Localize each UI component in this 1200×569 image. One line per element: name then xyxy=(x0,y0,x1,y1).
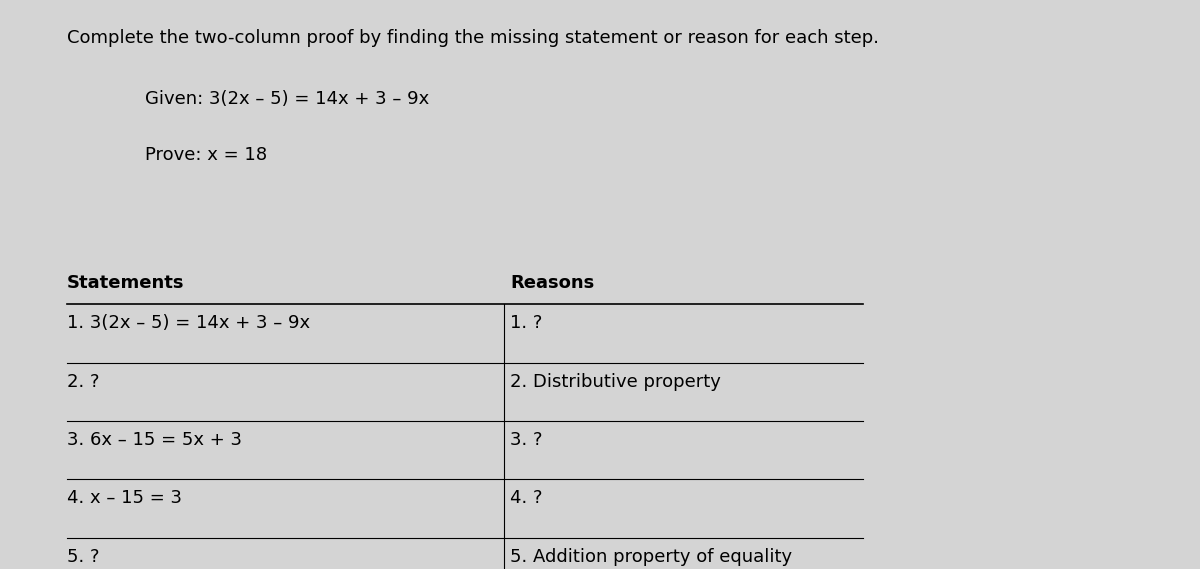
Text: Statements: Statements xyxy=(67,274,185,292)
Text: 4. x – 15 = 3: 4. x – 15 = 3 xyxy=(67,489,182,508)
Text: 5. ?: 5. ? xyxy=(67,547,100,566)
Text: 3. ?: 3. ? xyxy=(510,431,542,449)
Text: 5. Addition property of equality: 5. Addition property of equality xyxy=(510,547,792,566)
Text: 3. 6x – 15 = 5x + 3: 3. 6x – 15 = 5x + 3 xyxy=(67,431,242,449)
Text: 2. ?: 2. ? xyxy=(67,373,100,390)
Text: 1. 3(2x – 5) = 14x + 3 – 9x: 1. 3(2x – 5) = 14x + 3 – 9x xyxy=(67,314,311,332)
Text: Complete the two-column proof by finding the missing statement or reason for eac: Complete the two-column proof by finding… xyxy=(67,29,880,47)
Text: 2. Distributive property: 2. Distributive property xyxy=(510,373,721,390)
Text: Given: 3(2x – 5) = 14x + 3 – 9x: Given: 3(2x – 5) = 14x + 3 – 9x xyxy=(145,90,430,108)
Text: Reasons: Reasons xyxy=(510,274,594,292)
Text: 1. ?: 1. ? xyxy=(510,314,542,332)
Text: 4. ?: 4. ? xyxy=(510,489,542,508)
Text: Prove: x = 18: Prove: x = 18 xyxy=(145,146,268,164)
